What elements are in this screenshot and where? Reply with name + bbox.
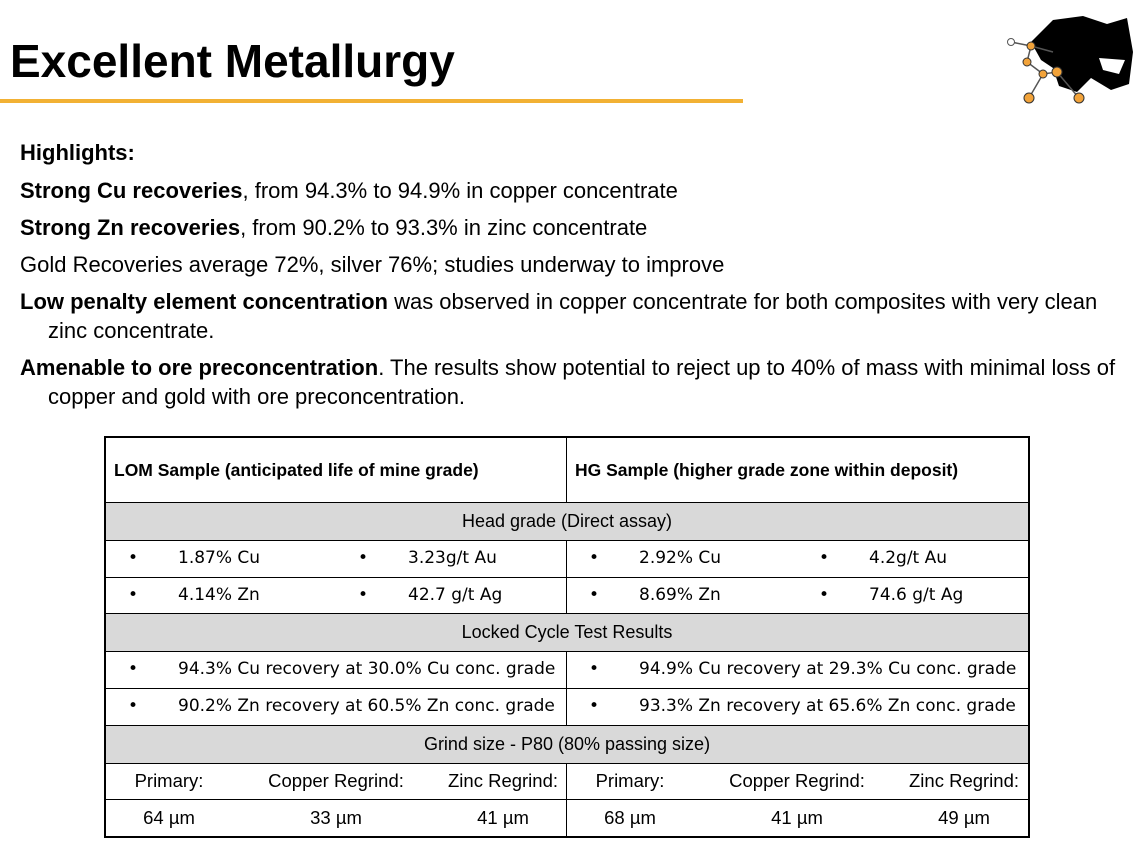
logo (1007, 16, 1133, 104)
section-title: Head grade (Direct assay) (106, 503, 1028, 541)
highlight-item: Strong Cu recoveries, from 94.3% to 94.9… (20, 176, 1120, 205)
bullet: • (358, 585, 369, 605)
section-title-text: Head grade (Direct assay) (461, 511, 673, 531)
head-grade-value: 2.92% Cu (639, 548, 722, 568)
highlight-text: . The results show potential to reject u… (48, 355, 1122, 409)
grind-value: 49 µm (938, 807, 990, 828)
section-title-text: Locked Cycle Test Results (461, 622, 673, 642)
highlight-bold: Strong Cu recoveries (20, 178, 243, 203)
locked-cycle-cell: • 94.9% Cu recovery at 29.3% Cu conc. gra… (567, 652, 1028, 689)
highlight-bold: Low penalty element concentration (20, 289, 388, 314)
grind-label: Zinc Regrind: (447, 770, 559, 791)
section-title: Locked Cycle Test Results (106, 614, 1028, 652)
section-title-text: Grind size - P80 (80% passing size) (423, 734, 711, 754)
results-table: LOM Sample (anticipated life of mine gra… (104, 436, 1030, 838)
grind-value: 41 µm (771, 807, 823, 828)
head-grade-cell: • 1.87% Cu • 3.23g/t Au (106, 541, 567, 578)
highlight-item: Low penalty element concentration was ob… (20, 287, 1120, 345)
grind-label: Copper Regrind: (268, 770, 404, 791)
bullet: • (589, 548, 600, 568)
head-grade-value: 4.14% Zn (178, 585, 260, 605)
bullet: • (128, 585, 139, 605)
bullet: • (358, 548, 369, 568)
section-title: Grind size - P80 (80% passing size) (106, 726, 1028, 764)
head-grade-value: 1.87% Cu (178, 548, 261, 568)
grind-value: 33 µm (310, 807, 362, 828)
highlight-text: , from 94.3% to 94.9% in copper concentr… (242, 178, 678, 203)
highlight-bold: Strong Zn recoveries (20, 215, 241, 240)
highlights: Highlights: Strong Cu recoveries, from 9… (20, 140, 1120, 419)
head-grade-value: 8.69% Zn (639, 585, 721, 605)
highlight-item: Gold Recoveries average 72%, silver 76%;… (20, 250, 1120, 279)
head-grade-cell: • 2.92% Cu • 4.2g/t Au (567, 541, 1028, 578)
header-text: LOM Sample (anticipated life of mine gra… (114, 460, 479, 480)
locked-cycle-result: 93.3% Zn recovery at 65.6% Zn conc. grad… (639, 696, 1016, 716)
highlight-text: Gold Recoveries average 72%, silver 76%;… (20, 252, 725, 277)
highlight-text: , from 90.2% to 93.3% in zinc concentrat… (240, 215, 648, 240)
grind-size-cell: Primary: Copper Regrind: Zinc Regrind: (106, 763, 567, 800)
grind-value: 41 µm (477, 807, 529, 828)
bullet: • (589, 696, 600, 716)
bullet: • (819, 548, 830, 568)
grind-size-cell: 64 µm 33 µm 41 µm (106, 800, 567, 836)
locked-cycle-result: 94.3% Cu recovery at 30.0% Cu conc. grad… (178, 659, 556, 679)
head-grade-cell: • 4.14% Zn • 42.7 g/t Ag (106, 578, 567, 614)
locked-cycle-result: 90.2% Zn recovery at 60.5% Zn conc. grad… (178, 696, 555, 716)
head-grade-cell: • 8.69% Zn • 74.6 g/t Ag (567, 578, 1028, 614)
bullet: • (589, 659, 600, 679)
grind-label: Zinc Regrind: (908, 770, 1020, 791)
grind-value: 64 µm (143, 807, 195, 828)
locked-cycle-cell: • 90.2% Zn recovery at 60.5% Zn conc. gra… (106, 689, 567, 726)
grind-label: Primary: (134, 770, 204, 791)
highlight-text: was observed in copper concentrate for b… (48, 289, 1104, 343)
grind-value: 68 µm (604, 807, 656, 828)
grind-label: Copper Regrind: (729, 770, 865, 791)
header-text: HG Sample (higher grade zone within depo… (575, 460, 959, 480)
head-grade-value: 74.6 g/t Ag (869, 585, 964, 605)
locked-cycle-result: 94.9% Cu recovery at 29.3% Cu conc. grad… (639, 659, 1017, 679)
title-underline (0, 99, 743, 103)
head-grade-value: 4.2g/t Au (869, 548, 948, 568)
column-header: LOM Sample (anticipated life of mine gra… (106, 438, 567, 503)
bullet: • (589, 585, 600, 605)
highlight-item: Amenable to ore preconcentration. The re… (20, 353, 1120, 411)
bullet: • (128, 548, 139, 568)
bullet: • (128, 696, 139, 716)
slide-title: Excellent Metallurgy (10, 35, 455, 87)
head-grade-value: 42.7 g/t Ag (408, 585, 503, 605)
bullet: • (128, 659, 139, 679)
highlight-item: Strong Zn recoveries, from 90.2% to 93.3… (20, 213, 1120, 242)
highlight-bold: Amenable to ore preconcentration (20, 355, 379, 380)
locked-cycle-cell: • 94.3% Cu recovery at 30.0% Cu conc. gra… (106, 652, 567, 689)
highlights-heading: Highlights: (20, 140, 135, 165)
grind-size-cell: 68 µm 41 µm 49 µm (567, 800, 1028, 836)
bullet: • (819, 585, 830, 605)
locked-cycle-cell: • 93.3% Zn recovery at 65.6% Zn conc. gra… (567, 689, 1028, 726)
grind-size-cell: Primary: Copper Regrind: Zinc Regrind: (567, 763, 1028, 800)
column-header: HG Sample (higher grade zone within depo… (567, 438, 1028, 503)
grind-label: Primary: (595, 770, 665, 791)
head-grade-value: 3.23g/t Au (408, 548, 497, 568)
